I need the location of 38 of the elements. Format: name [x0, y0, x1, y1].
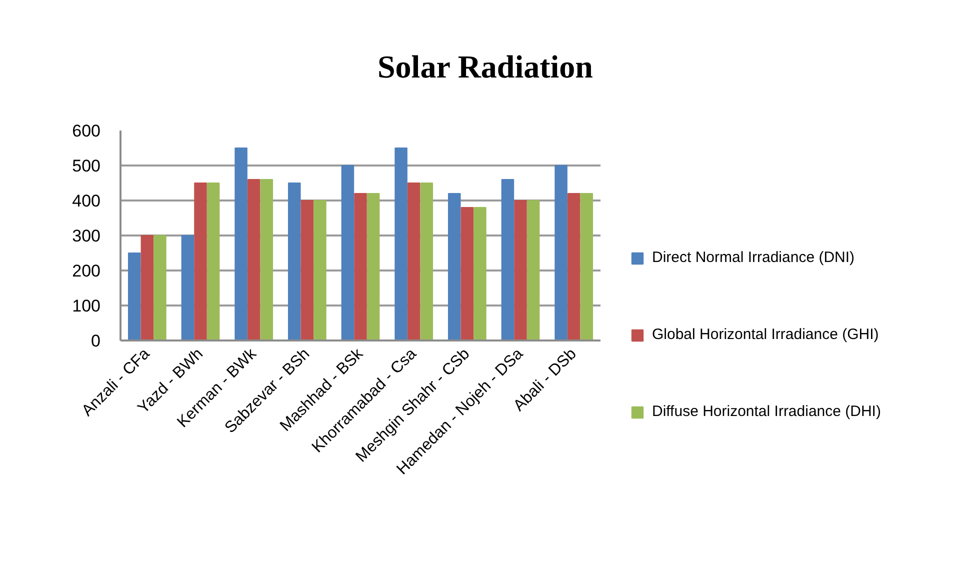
y-tick-label: 0 — [91, 332, 101, 350]
bar — [407, 182, 420, 340]
y-tick-label: 600 — [72, 122, 101, 140]
y-tick-label: 100 — [72, 296, 101, 316]
bar — [366, 193, 380, 340]
bar — [260, 179, 274, 340]
bar — [206, 182, 220, 340]
bar — [501, 179, 514, 340]
bar — [354, 193, 367, 340]
y-tick-label: 500 — [72, 156, 101, 176]
bar — [474, 207, 486, 340]
bar — [154, 235, 166, 340]
chart-title: Solar Radiation — [378, 48, 594, 84]
bar — [460, 207, 474, 340]
bar — [567, 193, 580, 340]
y-tick-label: 300 — [72, 226, 101, 246]
bar — [526, 200, 540, 340]
bar — [128, 252, 141, 340]
bar — [554, 165, 568, 340]
legend-label: Diffuse Horizontal Irradiance (DHI) — [652, 403, 881, 420]
bar — [181, 235, 194, 340]
legend-label: Direct Normal Irradiance (DNI) — [652, 249, 855, 266]
bar — [448, 193, 461, 340]
bar — [314, 200, 326, 340]
bar — [300, 200, 314, 340]
bar — [420, 182, 434, 340]
bar — [288, 182, 301, 340]
y-tick-label: 400 — [72, 192, 101, 210]
bar — [394, 148, 408, 340]
bar — [247, 179, 260, 340]
bar — [140, 235, 154, 340]
bar — [234, 148, 248, 340]
bar — [580, 193, 594, 340]
y-tick-label: 200 — [72, 262, 101, 280]
bar — [514, 200, 527, 340]
legend-label: Global Horizontal Irradiance (GHI) — [652, 326, 879, 343]
bar — [194, 182, 207, 340]
bar — [341, 165, 354, 340]
